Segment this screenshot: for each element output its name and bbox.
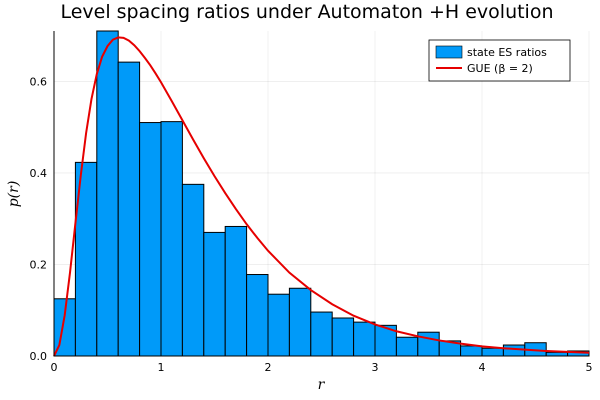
histogram-bar — [117, 61, 141, 357]
histogram-bar — [502, 344, 526, 357]
histogram-bar — [246, 274, 269, 357]
legend-label-line: GUE (β = 2) — [467, 62, 533, 75]
y-tick-labels: 0.0 0.2 0.4 0.6 — [30, 75, 48, 363]
y-tick-label: 0.2 — [30, 258, 48, 271]
legend: state ES ratios GUE (β = 2) — [428, 39, 571, 82]
histogram-bar — [224, 225, 248, 357]
x-tick-label: 1 — [158, 361, 165, 374]
y-tick-label: 0.4 — [30, 167, 48, 180]
x-tick-label: 2 — [265, 361, 272, 374]
histogram-bar — [353, 321, 376, 357]
histogram-bar — [160, 121, 183, 357]
histogram-bar — [310, 311, 333, 357]
histogram-bar — [395, 336, 419, 357]
y-axis-label: p(r) — [6, 181, 22, 208]
histogram-bar — [481, 347, 504, 357]
histogram-bar — [181, 183, 205, 357]
histogram-bar — [460, 345, 483, 357]
histogram-bar — [139, 122, 162, 357]
x-axis-label: r — [318, 377, 326, 393]
legend-swatch-bars — [435, 45, 463, 59]
histogram-bar — [331, 317, 355, 357]
x-tick-label: 4 — [479, 361, 486, 374]
histogram-bar — [96, 30, 119, 357]
gue-curve-line — [53, 36, 590, 357]
histogram-bar — [288, 287, 312, 357]
x-tick-label: 0 — [51, 361, 58, 374]
y-tick-label: 0.6 — [30, 75, 48, 88]
legend-label-bars: state ES ratios — [467, 46, 547, 59]
histogram-bar — [417, 331, 440, 357]
histogram-bar — [267, 293, 290, 357]
y-tick-label: 0.0 — [30, 350, 48, 363]
chart-title: Level spacing ratios under Automaton +H … — [60, 1, 553, 23]
histogram-bar — [545, 351, 569, 357]
x-tick-label: 5 — [586, 361, 593, 374]
x-tick-labels: 0 1 2 3 4 5 — [51, 361, 593, 374]
x-tick-label: 3 — [372, 361, 379, 374]
gue-curve-layer — [53, 36, 590, 357]
histogram-bar — [203, 231, 226, 357]
